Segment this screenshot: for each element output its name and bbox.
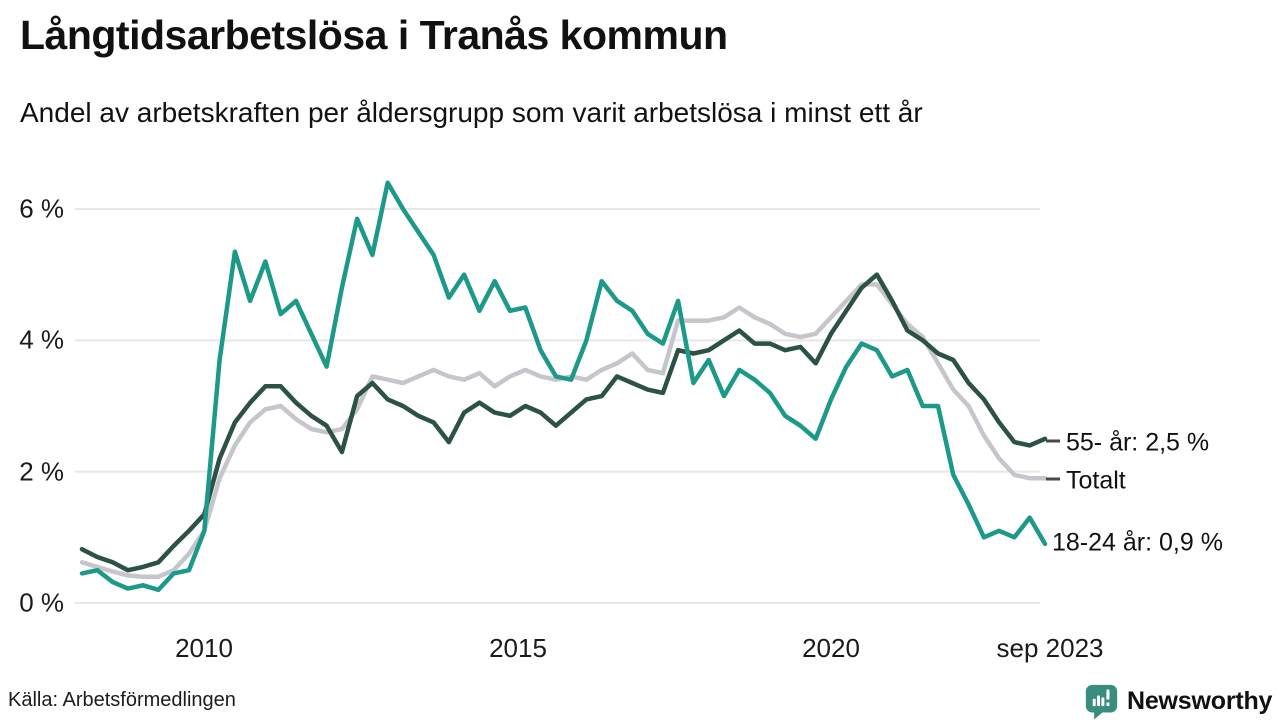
source-note: Källa: Arbetsförmedlingen	[8, 689, 236, 711]
x-axis-tick-label: 2010	[175, 633, 233, 663]
y-axis-tick-label: 4 %	[19, 324, 64, 355]
x-axis-tick-label: 2020	[802, 633, 860, 663]
y-axis-tick-label: 6 %	[19, 193, 64, 224]
leader-dash	[1046, 439, 1060, 443]
leader-dash	[1046, 477, 1060, 481]
logo-wordmark: Newsworthy	[1127, 686, 1273, 715]
x-axis-tick-label: sep 2023	[996, 633, 1104, 663]
newsworthy-pin-barchart-icon	[1085, 684, 1118, 719]
series-end-label: 55- år: 2,5 %	[1066, 428, 1210, 457]
page-subtitle: Andel av arbetskraften per åldersgrupp s…	[20, 97, 923, 128]
x-axis-tick-label: 2015	[489, 633, 547, 663]
series-line-18-24-r	[79, 180, 1048, 593]
y-axis-tick-label: 2 %	[19, 456, 64, 487]
y-axis-tick-label: 0 %	[19, 587, 64, 618]
page-title: Långtidsarbetslösa i Tranås kommun	[20, 12, 728, 58]
series-end-label: Totalt	[1066, 466, 1126, 495]
newsworthy-logo: Newsworthy	[1084, 683, 1272, 719]
series-line-totalt	[79, 282, 1048, 579]
series-end-label: 18-24 år: 0,9 %	[1052, 528, 1223, 557]
series-line-55-r	[79, 272, 1048, 573]
